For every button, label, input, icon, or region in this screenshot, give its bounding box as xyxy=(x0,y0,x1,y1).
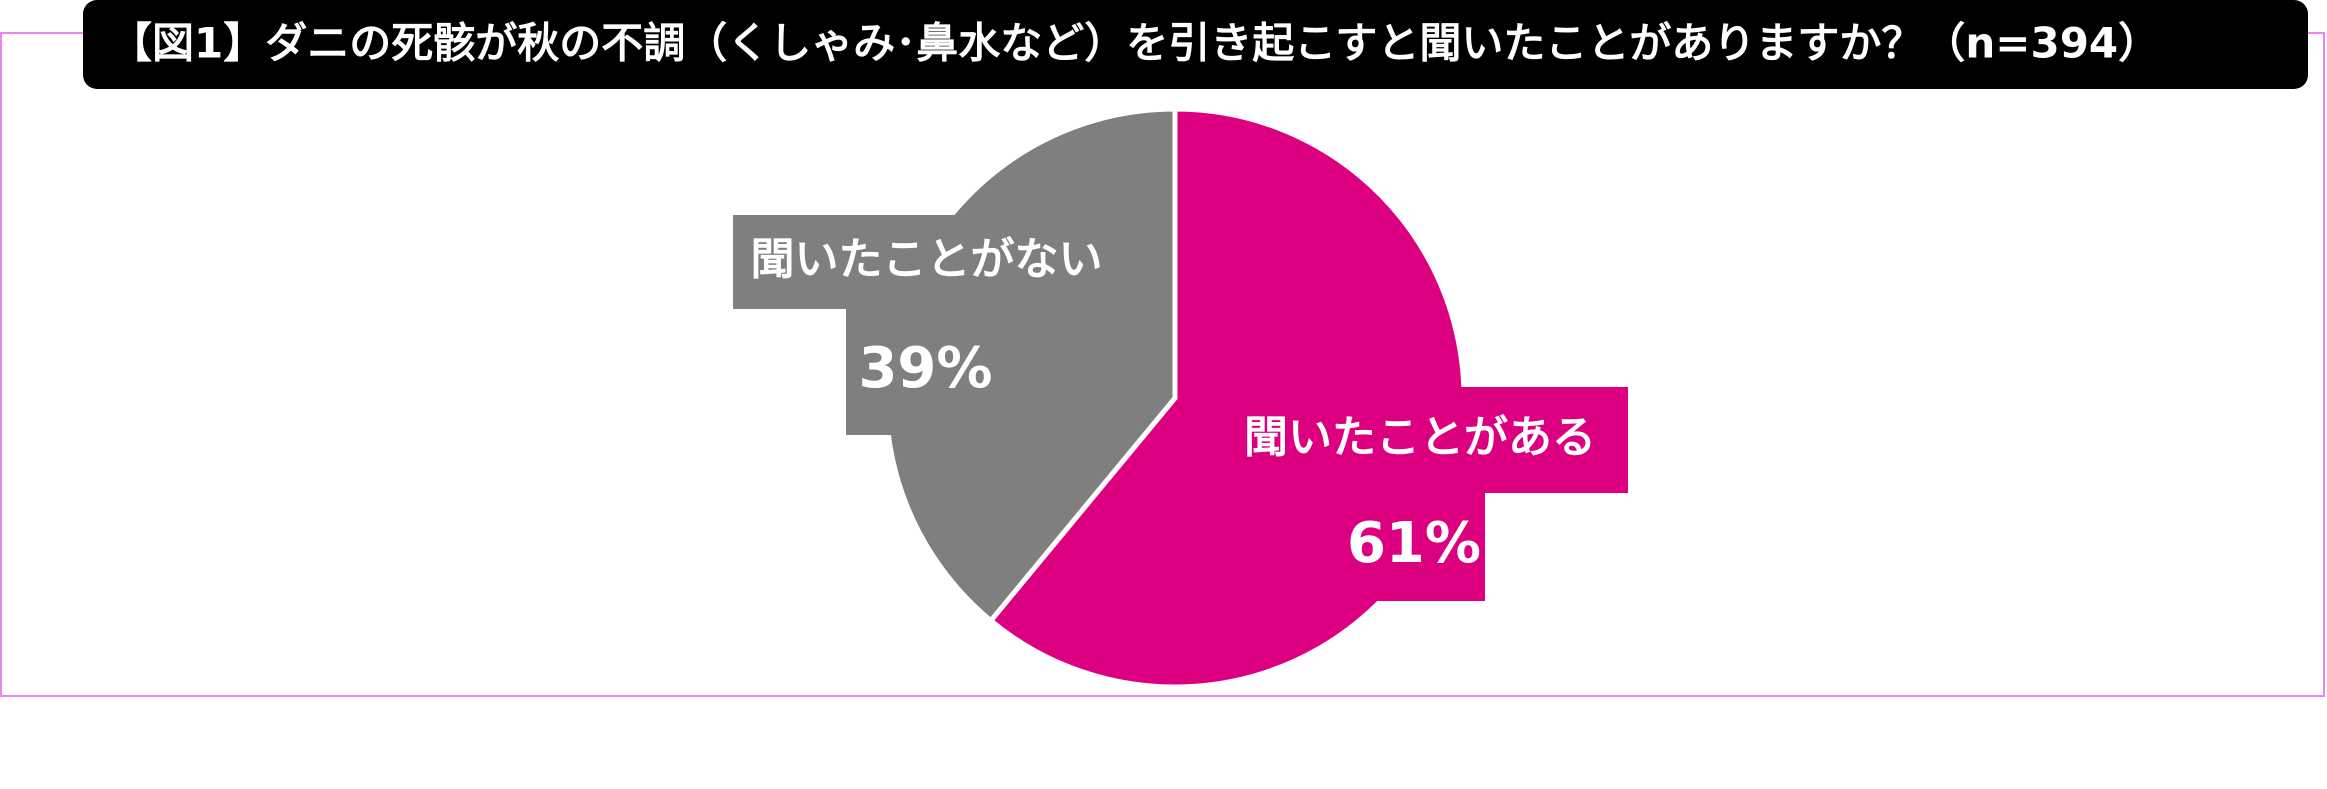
chart-title: 【図1】ダニの死骸が秋の不調（くしゃみ･鼻水など）を引き起こすと聞いたことがあり… xyxy=(110,19,2160,68)
value-label: 61% xyxy=(1347,511,1481,576)
label-box xyxy=(733,215,1120,309)
value-label: 39% xyxy=(858,336,992,401)
label-box xyxy=(1212,387,1628,493)
title-bar xyxy=(83,0,2308,89)
category-label: 聞いたことがある xyxy=(1244,412,1596,463)
label-box xyxy=(846,309,1005,435)
category-label: 聞いたことがない xyxy=(751,234,1103,285)
label-box xyxy=(1343,493,1485,601)
